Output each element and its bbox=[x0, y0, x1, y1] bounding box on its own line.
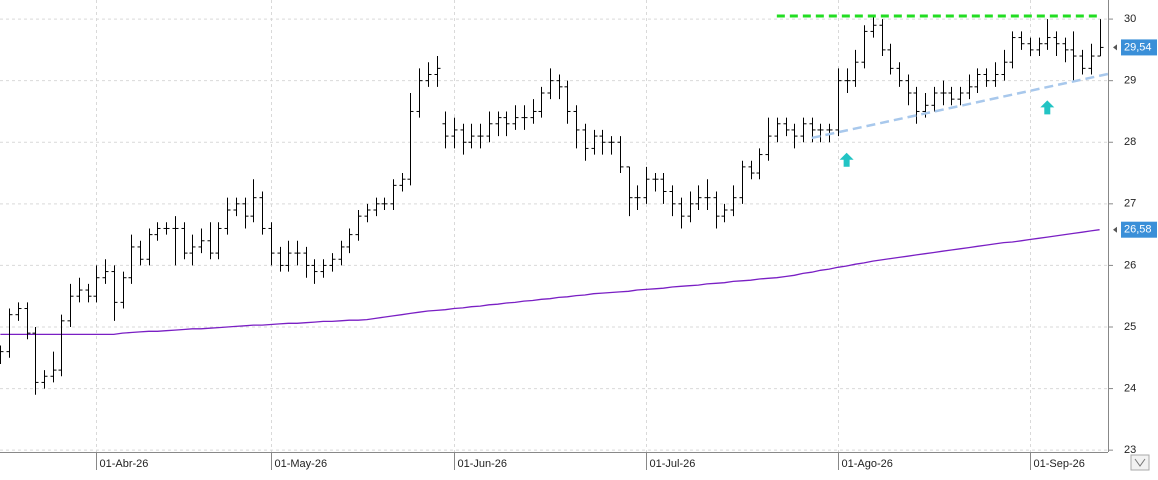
x-tick-label: 01-Jun-26 bbox=[458, 458, 508, 470]
last-value-label: 26,58 bbox=[1124, 224, 1152, 236]
last-value-pointer bbox=[1113, 44, 1117, 51]
plot bbox=[0, 14, 1109, 395]
x-tick-label: 01-May-26 bbox=[275, 458, 328, 470]
x-tick-label: 01-Sep-26 bbox=[1034, 458, 1085, 470]
y-tick-label: 29 bbox=[1124, 75, 1136, 87]
last-value-pointer bbox=[1113, 226, 1117, 233]
scroll-button[interactable] bbox=[1130, 454, 1150, 471]
last-value-box bbox=[1121, 39, 1157, 56]
scroll-icon bbox=[1134, 458, 1146, 467]
x-axis-panel bbox=[0, 452, 1108, 475]
arrow-annotation bbox=[839, 152, 854, 167]
x-tick-label: 01-Ago-26 bbox=[842, 458, 893, 470]
y-tick-label: 24 bbox=[1124, 382, 1136, 394]
y-tick-label: 28 bbox=[1124, 136, 1136, 148]
grid bbox=[0, 0, 1108, 452]
y-tick-label: 25 bbox=[1124, 321, 1136, 333]
axes: 23 24 25 26 27 28 29 30 01-Abr-26 01-May-26 01-Jun… bbox=[96, 13, 1157, 470]
moving-average bbox=[0, 229, 1100, 336]
y-tick-label: 27 bbox=[1124, 198, 1136, 210]
arrow-annotation bbox=[1040, 100, 1055, 115]
last-value-label: 29,54 bbox=[1124, 41, 1152, 53]
last-value-box bbox=[1121, 221, 1157, 238]
y-tick-label: 23 bbox=[1124, 444, 1136, 456]
y-tick-label: 30 bbox=[1124, 13, 1136, 25]
trend-line bbox=[811, 72, 1109, 140]
y-tick-label: 26 bbox=[1124, 259, 1136, 271]
x-tick-label: 01-Jul-26 bbox=[650, 458, 696, 470]
x-tick-label: 01-Abr-26 bbox=[100, 458, 149, 470]
